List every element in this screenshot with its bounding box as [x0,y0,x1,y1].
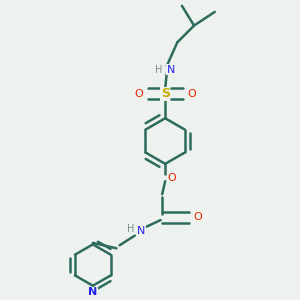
Text: O: O [134,89,143,99]
Text: N: N [167,64,175,75]
Text: N: N [137,226,145,236]
Text: H: H [155,64,163,75]
Text: O: O [193,212,202,222]
Text: N: N [88,287,98,297]
Text: O: O [167,172,176,182]
Text: H: H [127,224,134,234]
Text: S: S [161,88,170,100]
Text: O: O [187,89,196,99]
